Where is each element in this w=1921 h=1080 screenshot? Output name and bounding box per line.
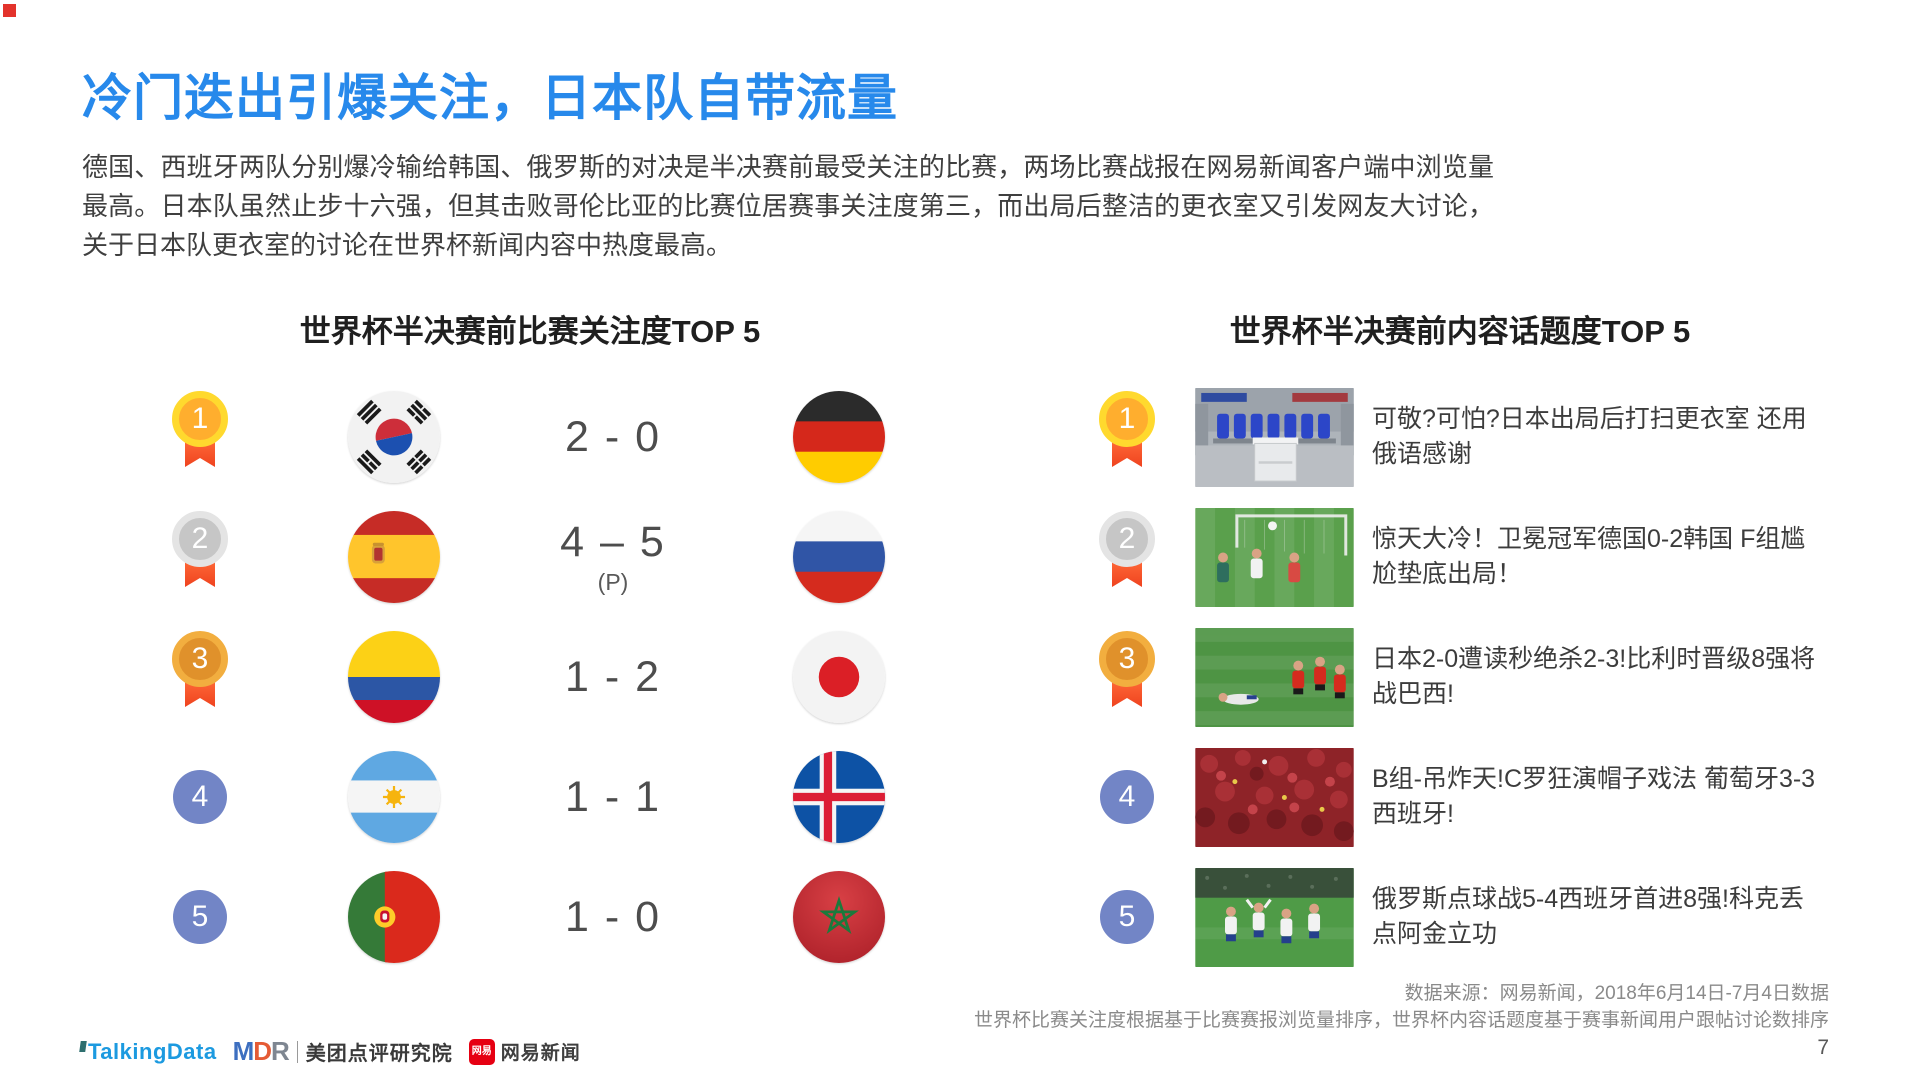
gold-medal-icon: 1 <box>1099 391 1155 467</box>
news-item: 1 <box>1080 377 1870 497</box>
talkingdata-tick-icon <box>79 1040 87 1052</box>
news-thumbnail-team-celebration-image <box>1195 868 1354 967</box>
news-headline: 惊天大冷！卫冕冠军德国0-2韩国 F组尴尬垫底出局！ <box>1372 525 1806 588</box>
netease-news-logo: 网易 网易新闻 <box>468 1038 581 1065</box>
silver-medal-icon: 2 <box>172 511 228 587</box>
rank-badge: 5 <box>173 890 227 944</box>
meituan-research-label: 美团点评研究院 <box>305 1043 453 1065</box>
match-row: 2 4 – 5 (P) <box>130 497 950 617</box>
penalty-note: (P) <box>597 569 629 595</box>
flag-spain-icon <box>348 511 440 603</box>
news-thumbnail-player-on-pitch-image <box>1195 628 1354 727</box>
match-row: 4 1 - 1 <box>130 737 950 857</box>
news-item: 5 <box>1080 857 1870 977</box>
news-item: 4 <box>1080 737 1870 857</box>
rank-number: 3 <box>1099 631 1155 687</box>
news-thumbnail-match-action-image <box>1195 508 1354 607</box>
slide-corner-mark <box>3 4 16 17</box>
news-thumbnail-fans-crowd-image <box>1195 748 1354 847</box>
flag-morocco-icon <box>793 871 885 963</box>
summary-paragraph: 德国、西班牙两队分别爆冷输给韩国、俄罗斯的对决是半决赛前最受关注的比赛，两场比赛… <box>82 152 1494 260</box>
match-score: 1 - 0 <box>564 892 662 941</box>
left-section-title: 世界杯半决赛前比赛关注度TOP 5 <box>299 314 761 349</box>
rank-badge: 5 <box>1100 890 1154 944</box>
talkingdata-logo: TalkingData <box>79 1039 217 1065</box>
flag-colombia-icon <box>348 631 440 723</box>
rank-number: 1 <box>172 391 228 447</box>
flag-portugal-icon <box>348 871 440 963</box>
news-headline: 日本2-0遭读秒绝杀2-3!比利时晋级8强将战巴西! <box>1372 645 1816 708</box>
netease-badge-icon: 网易 <box>468 1038 495 1065</box>
bronze-medal-icon: 3 <box>172 631 228 707</box>
match-row: 3 1 - 2 <box>130 617 950 737</box>
logo-divider <box>296 1040 298 1063</box>
news-headline: 可敬?可怕?日本出局后打扫更衣室 还用俄语感谢 <box>1372 405 1807 468</box>
news-item: 3 <box>1080 617 1870 737</box>
rank-badge: 4 <box>173 770 227 824</box>
mdr-letter-r: R <box>271 1036 290 1066</box>
rank-number: 2 <box>172 511 228 567</box>
rank-number: 1 <box>1099 391 1155 447</box>
mdr-letter-d: D <box>253 1036 272 1066</box>
page-title: 冷门迭出引爆关注，日本队自带流量 <box>82 70 898 126</box>
silver-medal-icon: 2 <box>1099 511 1155 587</box>
mdr-letter-m: M <box>232 1036 255 1066</box>
flag-iceland-icon <box>793 751 885 843</box>
data-source-note: 数据来源：网易新闻，2018年6月14日-7月4日数据 世界杯比赛关注度根据基于… <box>929 980 1829 1034</box>
match-row: 5 1 - 0 <box>130 857 950 977</box>
right-section-title: 世界杯半决赛前内容话题度TOP 5 <box>1229 314 1691 349</box>
rank-badge: 4 <box>1100 770 1154 824</box>
match-score: 4 – 5 (P) <box>560 518 666 595</box>
rank-number: 3 <box>172 631 228 687</box>
data-source-line2: 世界杯比赛关注度根据基于比赛赛报浏览量排序，世界杯内容话题度基于赛事新闻用户跟帖… <box>973 1010 1829 1031</box>
match-row: 1 <box>130 377 950 497</box>
gold-medal-icon: 1 <box>172 391 228 467</box>
bronze-medal-icon: 3 <box>1099 631 1155 707</box>
flag-argentina-icon <box>348 751 440 843</box>
match-score: 2 - 0 <box>564 412 662 461</box>
news-thumbnail-locker-room-image <box>1195 388 1354 487</box>
flag-south-korea-icon <box>348 391 440 483</box>
flag-russia-icon <box>793 511 885 603</box>
news-item: 2 <box>1080 497 1870 617</box>
news-headline: B组-吊炸天!C罗狂演帽子戏法 葡萄牙3-3西班牙! <box>1372 765 1816 828</box>
match-ranking-list: 1 <box>130 377 950 977</box>
news-headline: 俄罗斯点球战5-4西班牙首进8强!科克丢点阿金立功 <box>1372 885 1804 948</box>
rank-number: 2 <box>1099 511 1155 567</box>
flag-japan-icon <box>793 631 885 723</box>
flag-germany-icon <box>793 391 885 483</box>
page-number: 7 <box>1817 1036 1829 1059</box>
match-score: 1 - 2 <box>564 652 662 701</box>
data-source-line1: 数据来源：网易新闻，2018年6月14日-7月4日数据 <box>1404 983 1829 1004</box>
match-score: 1 - 1 <box>564 772 662 821</box>
news-ranking-list: 1 <box>1080 377 1870 977</box>
